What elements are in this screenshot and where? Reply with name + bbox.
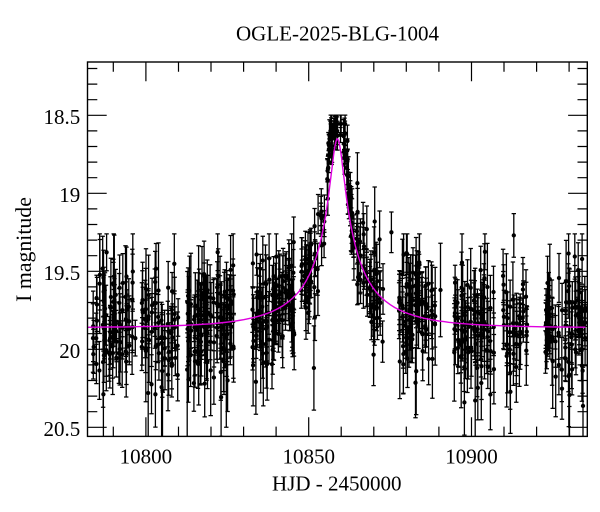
svg-text:20: 20: [59, 339, 80, 363]
svg-text:HJD - 2450000: HJD - 2450000: [272, 472, 402, 496]
svg-text:18.5: 18.5: [44, 105, 81, 129]
svg-text:20.5: 20.5: [44, 417, 81, 441]
svg-text:19: 19: [59, 183, 80, 207]
svg-text:OGLE-2025-BLG-1004: OGLE-2025-BLG-1004: [236, 22, 439, 46]
svg-text:10850: 10850: [282, 444, 335, 468]
svg-text:I magnitude: I magnitude: [12, 197, 36, 302]
svg-text:19.5: 19.5: [44, 261, 81, 285]
svg-text:10900: 10900: [445, 444, 498, 468]
svg-text:10800: 10800: [120, 444, 173, 468]
